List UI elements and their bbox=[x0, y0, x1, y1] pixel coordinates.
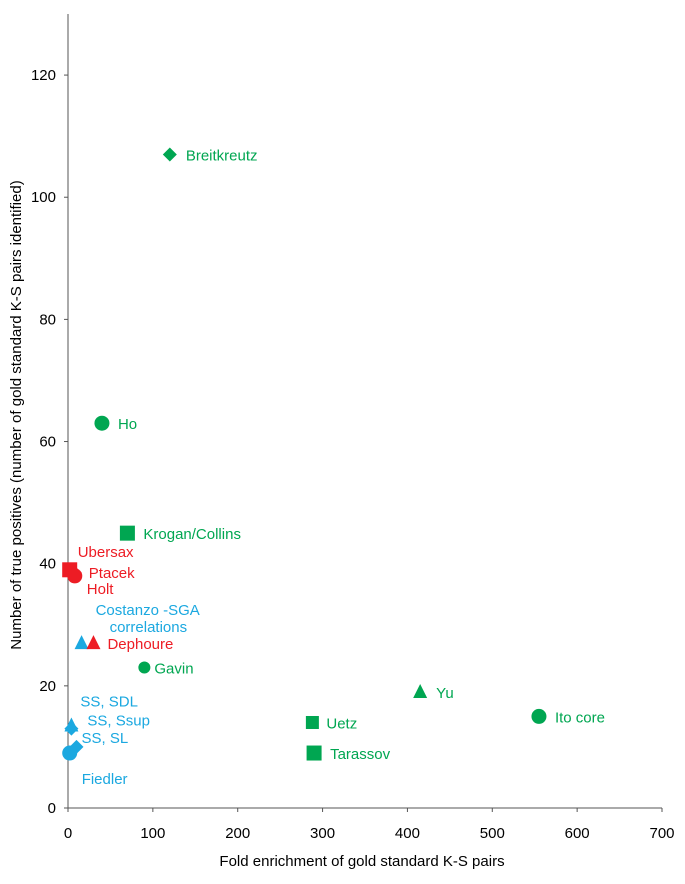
y-tick-label: 40 bbox=[39, 556, 56, 573]
x-tick-label: 100 bbox=[140, 825, 165, 842]
x-tick-label: 400 bbox=[395, 825, 420, 842]
y-tick-label: 0 bbox=[48, 800, 56, 817]
label-fiedler: Fiedler bbox=[82, 771, 128, 788]
label-gavin: Gavin bbox=[154, 661, 193, 678]
x-ticks: 0 100 200 300 400 500 600 700 bbox=[64, 808, 675, 842]
label-yu: Yu bbox=[436, 685, 454, 702]
label-uetz: Uetz bbox=[326, 715, 357, 732]
point-yu bbox=[413, 683, 428, 698]
y-tick-label: 60 bbox=[39, 434, 56, 451]
x-tick-label: 0 bbox=[64, 825, 72, 842]
label-ss-sdl: SS, SDL bbox=[80, 694, 138, 711]
point-tarassov bbox=[306, 745, 322, 761]
label-ho: Ho bbox=[118, 416, 137, 433]
point-dephoure bbox=[86, 635, 101, 650]
data-points bbox=[62, 147, 547, 761]
point-krogan-collins bbox=[119, 525, 135, 541]
y-tick-label: 120 bbox=[31, 67, 56, 84]
point-gavin bbox=[138, 661, 151, 674]
data-labels: Breitkreutz Ho Krogan/Collins Ubersax Ptacek… bbox=[78, 147, 605, 788]
label-costanzo-sga-correlations: Costanzo -SGA correlations bbox=[96, 602, 200, 636]
x-tick-label: 600 bbox=[565, 825, 590, 842]
y-tick-label: 80 bbox=[39, 311, 56, 328]
y-tick-label: 20 bbox=[39, 678, 56, 695]
y-tick-label: 100 bbox=[31, 189, 56, 206]
y-ticks: 0 20 40 60 80 100 120 bbox=[31, 67, 68, 817]
point-breitkreutz bbox=[162, 147, 177, 162]
x-tick-label: 200 bbox=[225, 825, 250, 842]
x-tick-label: 500 bbox=[480, 825, 505, 842]
x-axis-title: Fold enrichment of gold standard K-S pai… bbox=[219, 853, 504, 870]
label-ss-ssup: SS, Ssup bbox=[87, 713, 150, 730]
point-ho bbox=[94, 415, 110, 431]
label-dephoure: Dephoure bbox=[107, 636, 173, 653]
point-holt bbox=[67, 568, 83, 584]
point-fiedler bbox=[62, 745, 78, 761]
label-holt: Holt bbox=[87, 581, 115, 598]
label-ito-core: Ito core bbox=[555, 709, 605, 726]
label-ss-sl: SS, SL bbox=[81, 730, 128, 747]
label-ubersax: Ubersax bbox=[78, 544, 134, 561]
x-tick-label: 300 bbox=[310, 825, 335, 842]
axes: 0 20 40 60 80 100 120 0 100 200 300 400 500 600 700 bbox=[31, 14, 675, 842]
label-breitkreutz: Breitkreutz bbox=[186, 147, 258, 164]
point-costanzo-sga-correlations bbox=[74, 635, 89, 650]
x-tick-label: 700 bbox=[649, 825, 674, 842]
point-ito-core bbox=[531, 708, 547, 724]
point-uetz bbox=[305, 715, 319, 729]
y-axis-title: Number of true positives (number of gold… bbox=[8, 180, 25, 649]
label-tarassov: Tarassov bbox=[330, 746, 391, 763]
label-krogan-collins: Krogan/Collins bbox=[143, 526, 241, 543]
label-ptacek: Ptacek bbox=[89, 565, 135, 582]
point-ss-ssup bbox=[64, 721, 79, 736]
